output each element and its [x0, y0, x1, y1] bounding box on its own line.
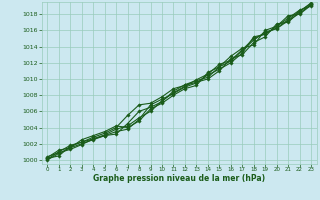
X-axis label: Graphe pression niveau de la mer (hPa): Graphe pression niveau de la mer (hPa) [93, 174, 265, 183]
